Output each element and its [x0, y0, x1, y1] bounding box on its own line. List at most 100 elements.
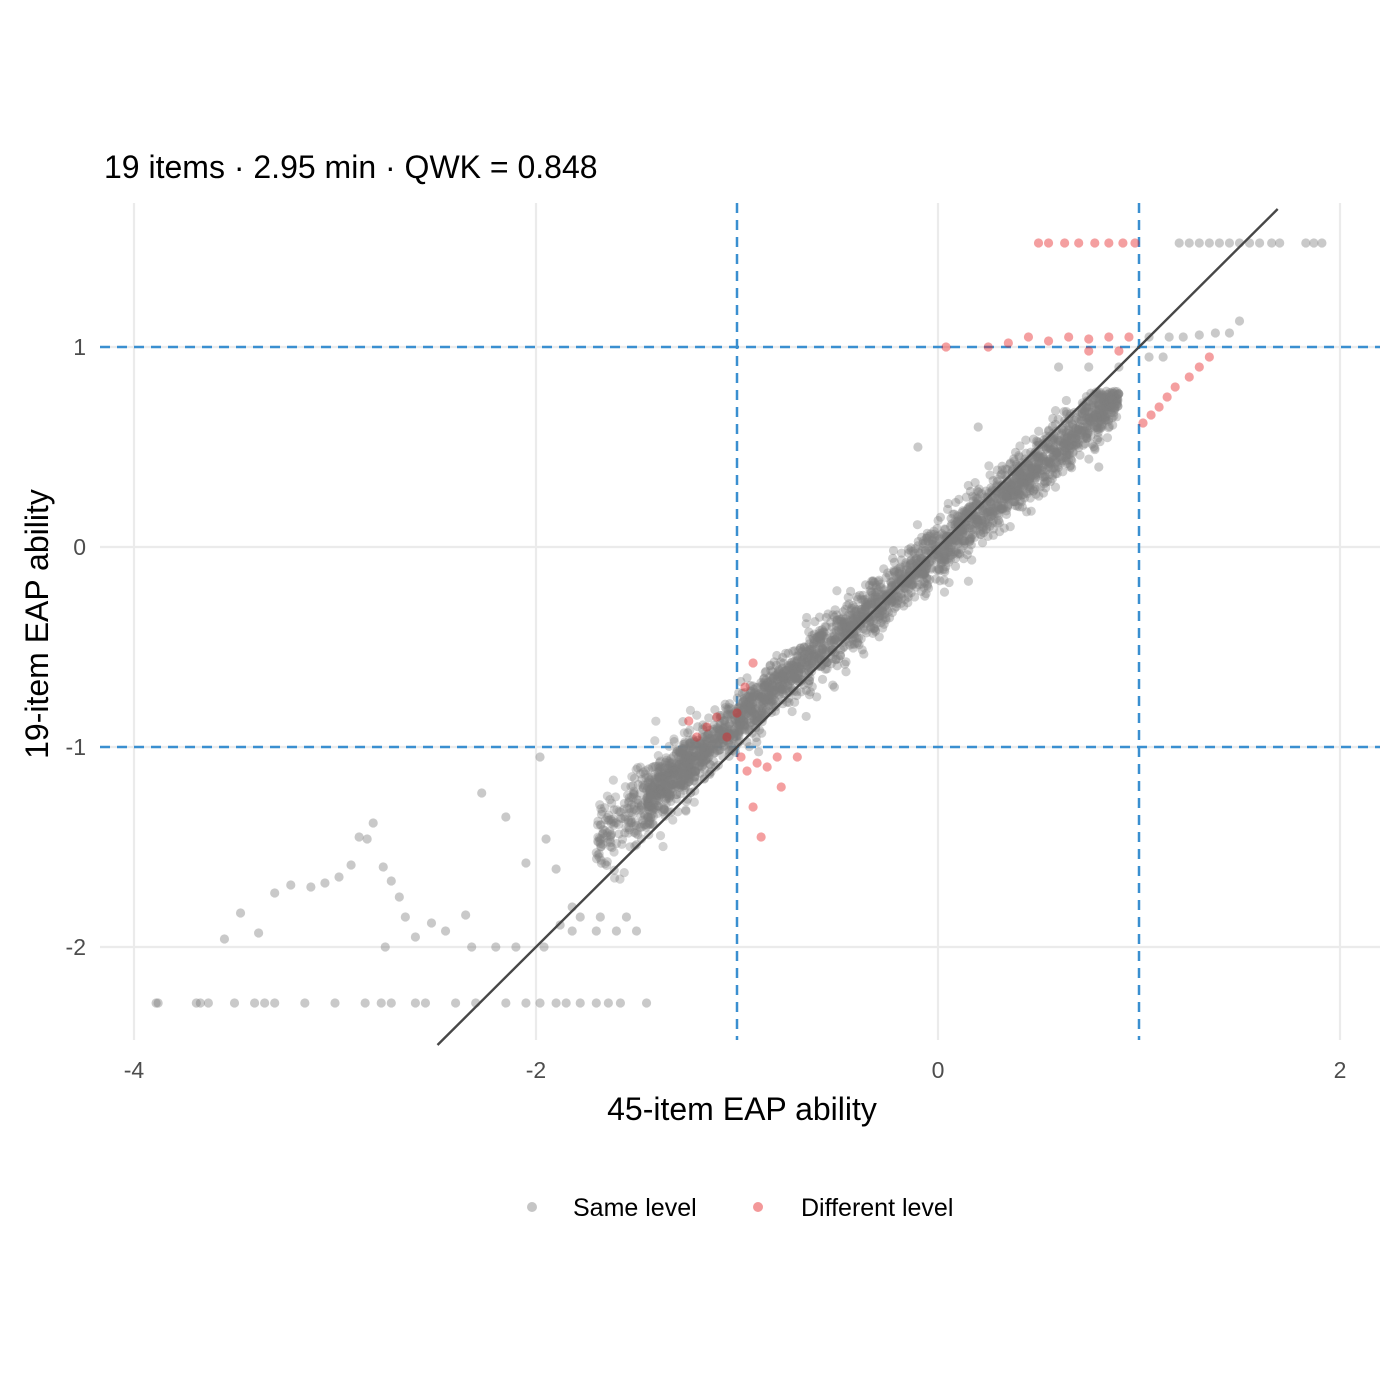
data-point-same-level [951, 536, 961, 546]
data-point-same-level [835, 651, 845, 661]
data-point-same-level [672, 762, 682, 772]
data-point-same-level [743, 708, 753, 718]
data-point-same-level [920, 545, 931, 556]
data-point-same-level [1047, 464, 1057, 475]
data-point-same-level [654, 763, 665, 773]
data-point-same-level [1033, 459, 1044, 469]
data-point-same-level [1038, 452, 1048, 462]
data-point-same-level [1001, 506, 1011, 516]
data-point-same-level [783, 662, 793, 672]
data-point-same-level [624, 796, 634, 806]
data-point-same-level [668, 768, 679, 779]
data-point-same-level [1094, 400, 1104, 410]
data-point-same-level [853, 610, 863, 620]
data-point-same-level [851, 611, 861, 621]
data-point-same-level [806, 658, 817, 668]
data-point-same-level [746, 701, 756, 711]
data-point-same-level [1048, 451, 1058, 461]
data-point-same-level [760, 690, 770, 700]
data-point-same-level [875, 582, 886, 592]
data-point-same-level [978, 525, 988, 535]
data-point-same-level [1065, 438, 1075, 448]
data-point-same-level [952, 537, 962, 547]
data-point-same-level [676, 780, 686, 790]
data-point-same-level [672, 745, 683, 755]
data-point-same-level [761, 666, 771, 676]
data-point-same-level [1027, 466, 1037, 476]
data-point-same-level [770, 685, 780, 695]
data-point-same-level [1056, 428, 1066, 438]
data-point-same-level [917, 545, 927, 555]
data-point-same-level [992, 477, 1002, 487]
data-point-same-level [691, 766, 701, 776]
data-point-same-level [1094, 424, 1104, 434]
data-point-same-level [881, 591, 892, 601]
data-point-same-level [919, 569, 929, 579]
data-point-same-level [1012, 484, 1022, 494]
data-point-same-level [653, 801, 663, 811]
data-point-same-level [1012, 501, 1022, 511]
data-point-same-level [687, 754, 697, 764]
data-point-same-level [901, 583, 911, 594]
data-point-same-level [972, 493, 982, 503]
data-point-same-level [829, 612, 839, 622]
data-point-same-level [662, 791, 672, 801]
data-point-same-level [700, 742, 711, 753]
data-point-same-level [778, 699, 788, 709]
data-point-same-level [856, 594, 866, 604]
data-point-same-level [1044, 469, 1055, 480]
data-point-same-level [753, 690, 763, 700]
data-point-same-level [812, 660, 822, 670]
data-point-same-level [687, 766, 697, 776]
data-point-same-level [1026, 480, 1037, 490]
data-point-same-level [965, 532, 975, 542]
data-point-same-level [817, 631, 827, 641]
data-point-same-level [735, 701, 745, 711]
data-point-same-level [1031, 489, 1041, 499]
data-point-same-level [1075, 431, 1085, 441]
data-point-same-level [440, 926, 451, 936]
data-point-same-level [694, 748, 704, 758]
data-point-same-level [748, 697, 758, 707]
data-point-same-level [714, 726, 724, 737]
data-point-same-level [1024, 483, 1034, 494]
legend-key-different-level [753, 1202, 763, 1212]
data-point-same-level [647, 803, 657, 813]
data-point-same-level [808, 633, 818, 644]
data-point-same-level [997, 465, 1007, 475]
data-point-same-level [951, 497, 961, 508]
data-point-same-level [734, 727, 744, 737]
data-point-same-level [804, 650, 815, 660]
data-point-same-level [1070, 431, 1080, 441]
data-point-same-level [1062, 432, 1073, 442]
data-point-same-level [1078, 434, 1088, 444]
data-point-same-level [730, 732, 741, 742]
data-point-same-level [751, 704, 761, 714]
data-point-same-level [597, 829, 608, 839]
data-point-same-level [781, 684, 791, 694]
data-point-different-level [762, 762, 772, 772]
data-point-same-level [776, 684, 787, 694]
data-point-same-level [610, 792, 621, 802]
data-point-same-level [1047, 453, 1057, 463]
data-point-different-level [742, 766, 752, 776]
data-point-same-level [643, 794, 653, 805]
data-point-same-level [836, 616, 846, 626]
data-point-same-level [678, 772, 688, 782]
data-point-same-level [1309, 238, 1319, 248]
data-point-same-level [920, 578, 930, 588]
data-point-same-level [723, 711, 733, 721]
data-point-same-level [803, 653, 813, 663]
data-point-same-level [645, 787, 655, 798]
data-point-same-level [747, 695, 757, 705]
data-point-same-level [621, 912, 632, 922]
data-point-same-level [963, 480, 973, 491]
data-point-same-level [567, 926, 577, 936]
data-point-same-level [922, 573, 932, 583]
data-point-same-level [661, 799, 671, 809]
data-point-same-level [759, 682, 769, 692]
data-point-same-level [919, 568, 929, 578]
data-point-same-level [815, 633, 825, 643]
data-point-same-level [940, 565, 950, 575]
data-point-same-level [973, 511, 983, 521]
